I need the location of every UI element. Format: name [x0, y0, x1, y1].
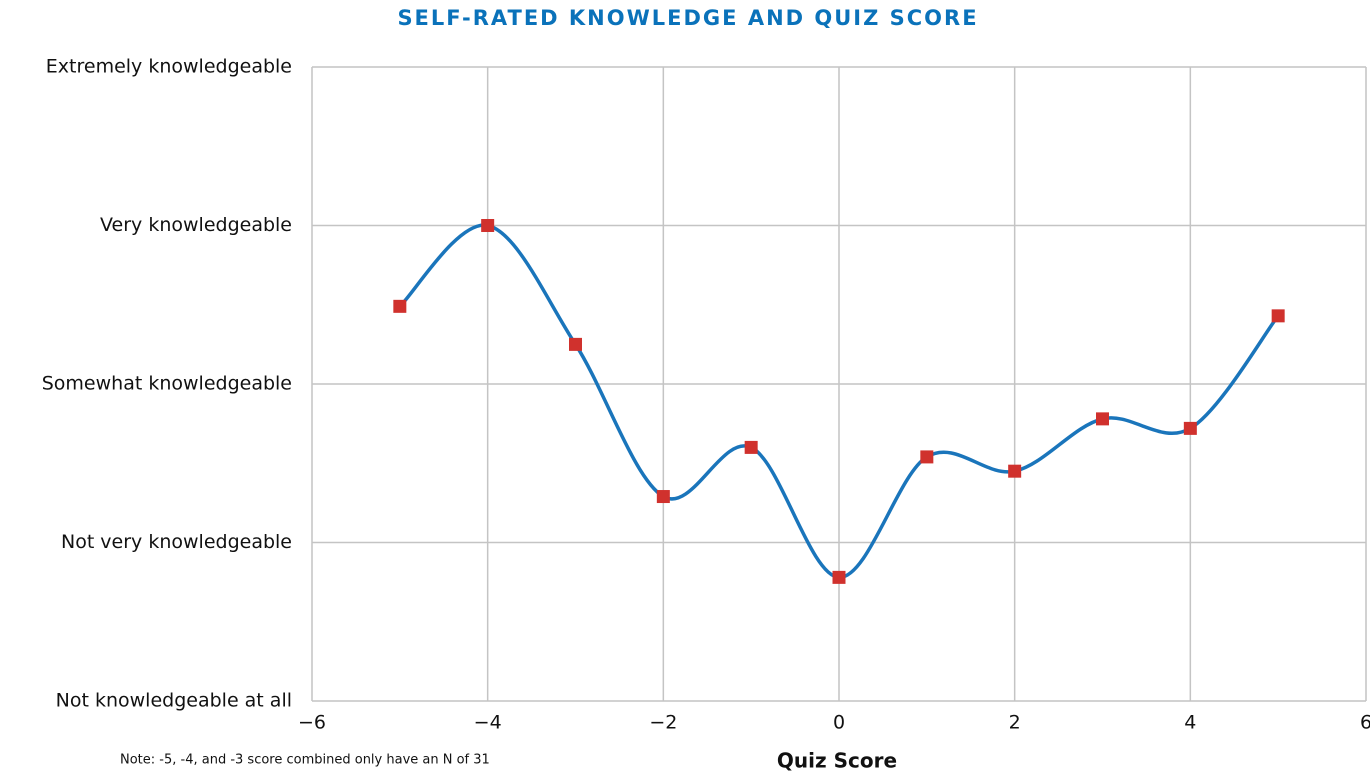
- marker: [656, 490, 670, 504]
- y-tick-label: Very knowledgeable: [100, 214, 292, 236]
- x-tick-label: 2: [1009, 712, 1021, 734]
- marker: [1183, 421, 1197, 435]
- marker: [920, 450, 934, 464]
- marker: [832, 570, 846, 584]
- x-tick-label: −6: [298, 712, 326, 734]
- chart-title: SELF-RATED KNOWLEDGE AND QUIZ SCORE: [397, 6, 978, 30]
- marker: [744, 440, 758, 454]
- x-tick-label: −4: [474, 712, 502, 734]
- x-tick-label: −2: [649, 712, 677, 734]
- x-tick-label: 0: [833, 712, 845, 734]
- y-tick-label: Not knowledgeable at all: [56, 690, 292, 712]
- y-tick-label: Not very knowledgeable: [61, 531, 292, 553]
- x-axis-label: Quiz Score: [777, 749, 897, 773]
- x-tick-label: 4: [1184, 712, 1196, 734]
- marker: [569, 337, 582, 351]
- y-tick-label: Extremely knowledgeable: [46, 56, 292, 78]
- marker: [1008, 464, 1022, 478]
- marker: [1096, 412, 1109, 426]
- y-tick-label: Somewhat knowledgeable: [42, 373, 292, 395]
- marker: [393, 299, 407, 313]
- marker: [1271, 309, 1285, 323]
- marker: [481, 219, 495, 232]
- x-tick-label: 6: [1360, 712, 1370, 734]
- line: [398, 223, 1280, 580]
- note: Note: -5, -4, and -3 score combined only…: [120, 753, 490, 768]
